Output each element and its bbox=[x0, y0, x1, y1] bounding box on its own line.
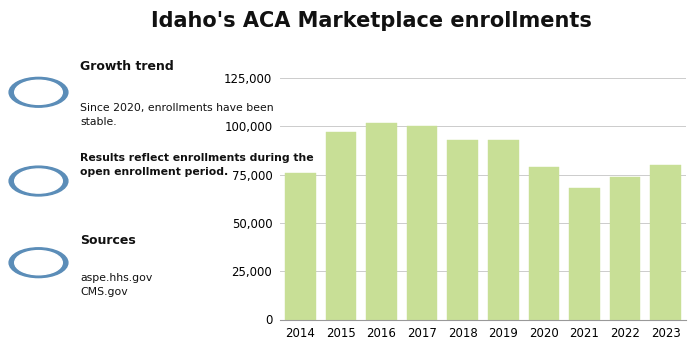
Bar bbox=[610, 176, 641, 320]
Bar bbox=[569, 188, 600, 320]
Text: health
insurance
.org: health insurance .org bbox=[17, 299, 75, 335]
Bar bbox=[407, 126, 438, 320]
Bar bbox=[650, 165, 681, 320]
Bar bbox=[285, 173, 316, 320]
Text: Idaho's ACA Marketplace enrollments: Idaho's ACA Marketplace enrollments bbox=[150, 11, 592, 31]
Bar bbox=[447, 140, 478, 320]
Text: aspe.hhs.gov
CMS.gov: aspe.hhs.gov CMS.gov bbox=[80, 273, 153, 297]
Bar bbox=[488, 140, 519, 320]
Bar bbox=[326, 132, 356, 320]
Text: Since 2020, enrollments have been
stable.: Since 2020, enrollments have been stable… bbox=[80, 103, 274, 127]
Text: Results reflect enrollments during the
open enrollment period.: Results reflect enrollments during the o… bbox=[80, 153, 314, 177]
Text: Growth trend: Growth trend bbox=[80, 60, 174, 73]
Bar bbox=[366, 122, 397, 320]
Text: Sources: Sources bbox=[80, 234, 136, 247]
Bar bbox=[528, 167, 559, 320]
